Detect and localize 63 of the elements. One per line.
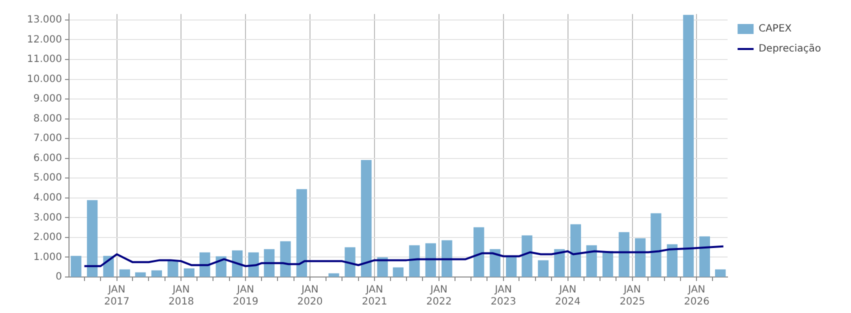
- bar: [425, 243, 436, 277]
- bar: [666, 244, 678, 277]
- bar: [586, 245, 597, 277]
- x-tick-label: JAN 2021: [362, 284, 388, 308]
- bar: [506, 256, 517, 277]
- y-tick-label: 2.000: [33, 232, 62, 244]
- bar: [232, 250, 243, 277]
- x-tick-label: JAN 2017: [104, 284, 130, 308]
- y-tick-label: 1.000: [33, 252, 62, 263]
- bar: [184, 268, 194, 277]
- y-tick-label: 12.000: [26, 34, 62, 46]
- bar: [570, 224, 582, 277]
- bar: [360, 160, 372, 277]
- bar: [392, 267, 404, 277]
- bar: [409, 245, 420, 277]
- x-tick-label: JAN 2025: [620, 284, 646, 308]
- x-tick-label: JAN 2026: [684, 284, 710, 308]
- y-tick-label: 11.000: [26, 54, 62, 66]
- bar: [683, 14, 694, 277]
- x-tick-label: JAN 2022: [426, 284, 452, 308]
- bar: [377, 257, 388, 277]
- bar: [264, 249, 275, 277]
- y-tick-label: 8.000: [33, 113, 62, 124]
- bar: [602, 250, 614, 277]
- legend-label: Depreciação: [758, 44, 822, 55]
- bar: [474, 227, 484, 277]
- legend-label: CAPEX: [758, 24, 792, 35]
- bar: [715, 269, 726, 277]
- y-tick-label: 13.000: [26, 14, 62, 26]
- bar: [168, 260, 178, 277]
- bar: [650, 213, 662, 277]
- bar: [328, 273, 340, 277]
- bar: [442, 240, 452, 277]
- bar: [248, 252, 259, 277]
- y-tick-label: 0: [56, 272, 62, 283]
- y-tick-label: 6.000: [33, 152, 62, 164]
- bar: [554, 249, 565, 277]
- y-tick-label: 10.000: [26, 74, 62, 85]
- bar: [200, 252, 210, 277]
- bar: [135, 272, 146, 277]
- bar: [634, 238, 646, 277]
- x-tick-label: JAN 2024: [555, 284, 580, 308]
- bar: [522, 235, 532, 277]
- bar: [618, 232, 630, 277]
- x-tick-label: JAN 2019: [232, 284, 258, 308]
- bar: [151, 270, 162, 277]
- bar: [280, 241, 291, 277]
- y-tick-label: 5.000: [33, 172, 62, 184]
- x-tick-label: JAN 2018: [168, 284, 194, 308]
- x-tick-label: JAN 2023: [490, 284, 516, 308]
- y-tick-label: 9.000: [33, 94, 62, 105]
- y-tick-label: 7.000: [33, 133, 62, 144]
- bar: [296, 189, 308, 277]
- y-tick-label: 3.000: [33, 212, 62, 224]
- y-tick-label: 4.000: [33, 192, 62, 204]
- bar: [119, 269, 130, 277]
- bar: [538, 260, 549, 277]
- x-tick-label: JAN 2020: [297, 284, 323, 308]
- bar: [344, 247, 356, 277]
- bar: [86, 200, 98, 277]
- bar: [70, 256, 82, 277]
- bar: [699, 236, 710, 277]
- bar: [490, 249, 500, 277]
